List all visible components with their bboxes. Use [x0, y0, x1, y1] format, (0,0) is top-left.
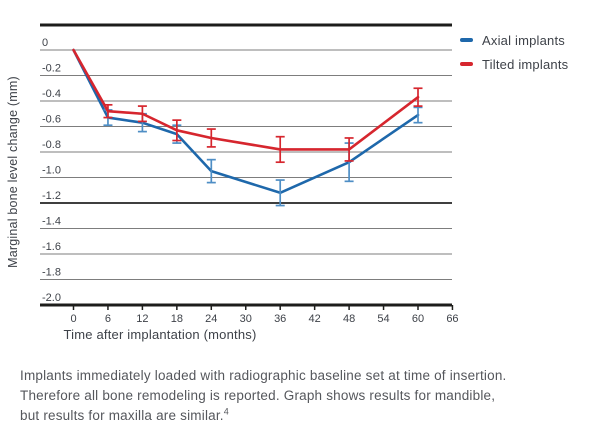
- legend: Axial implants Tilted implants: [460, 28, 568, 76]
- y-tick-label: -1.4: [42, 216, 61, 228]
- x-tick-label: 12: [136, 313, 148, 325]
- x-tick-label: 24: [205, 313, 217, 325]
- legend-label-tilted: Tilted implants: [482, 56, 569, 72]
- caption-line: Therefore all bone remodeling is reporte…: [20, 387, 496, 403]
- x-tick-label: 18: [171, 313, 183, 325]
- y-tick-label: -0.8: [42, 139, 61, 151]
- y-tick-label: -1.2: [42, 190, 61, 202]
- x-tick-label: 42: [309, 313, 321, 325]
- y-tick-label: -1.6: [42, 241, 61, 253]
- series-line-tilted: [72, 48, 420, 151]
- x-tick-label: 36: [274, 313, 286, 325]
- x-tick-label: 48: [343, 313, 355, 325]
- x-tick-label: 54: [377, 313, 389, 325]
- x-tick-label: 30: [240, 313, 252, 325]
- y-tick-label: -0.6: [42, 114, 61, 126]
- caption-line-text: but results for maxilla are similar.: [20, 407, 224, 423]
- x-tick-label: 0: [70, 313, 76, 325]
- legend-item-axial: Axial implants: [460, 28, 568, 52]
- y-tick-label: -0.2: [42, 63, 61, 75]
- reference-mark: 4: [223, 406, 229, 417]
- figure-caption: Implants immediately loaded with radiogr…: [20, 366, 595, 426]
- chart-canvas: 0 -0.2 -0.4 -0.6 -0.8 -1.0 -1.2 -1.4 -1.6 -1.8 -2.…: [40, 23, 459, 325]
- legend-dash-tilted-icon: [460, 62, 473, 66]
- y-tick-label: 0: [42, 37, 48, 49]
- series-line-axial: [72, 48, 420, 195]
- y-tick-label: -1.8: [42, 267, 61, 279]
- y-tick-label: -2.0: [42, 292, 61, 304]
- y-tick-label: -1.0: [42, 165, 61, 177]
- x-tick-label: 6: [105, 313, 111, 325]
- x-axis-title: Time after implantation (months): [63, 327, 257, 342]
- x-tick-label: 60: [412, 313, 424, 325]
- legend-label-axial: Axial implants: [482, 32, 565, 48]
- legend-item-tilted: Tilted implants: [460, 52, 568, 76]
- x-tick-label: 66: [446, 313, 458, 325]
- y-axis-title: Marginal bone level change (mm): [6, 76, 20, 268]
- legend-dash-axial-icon: [460, 38, 473, 42]
- y-tick-label: -0.4: [42, 88, 61, 100]
- caption-line: Implants immediately loaded with radiogr…: [20, 368, 507, 383]
- caption-line: but results for maxilla are similar.4: [20, 406, 595, 426]
